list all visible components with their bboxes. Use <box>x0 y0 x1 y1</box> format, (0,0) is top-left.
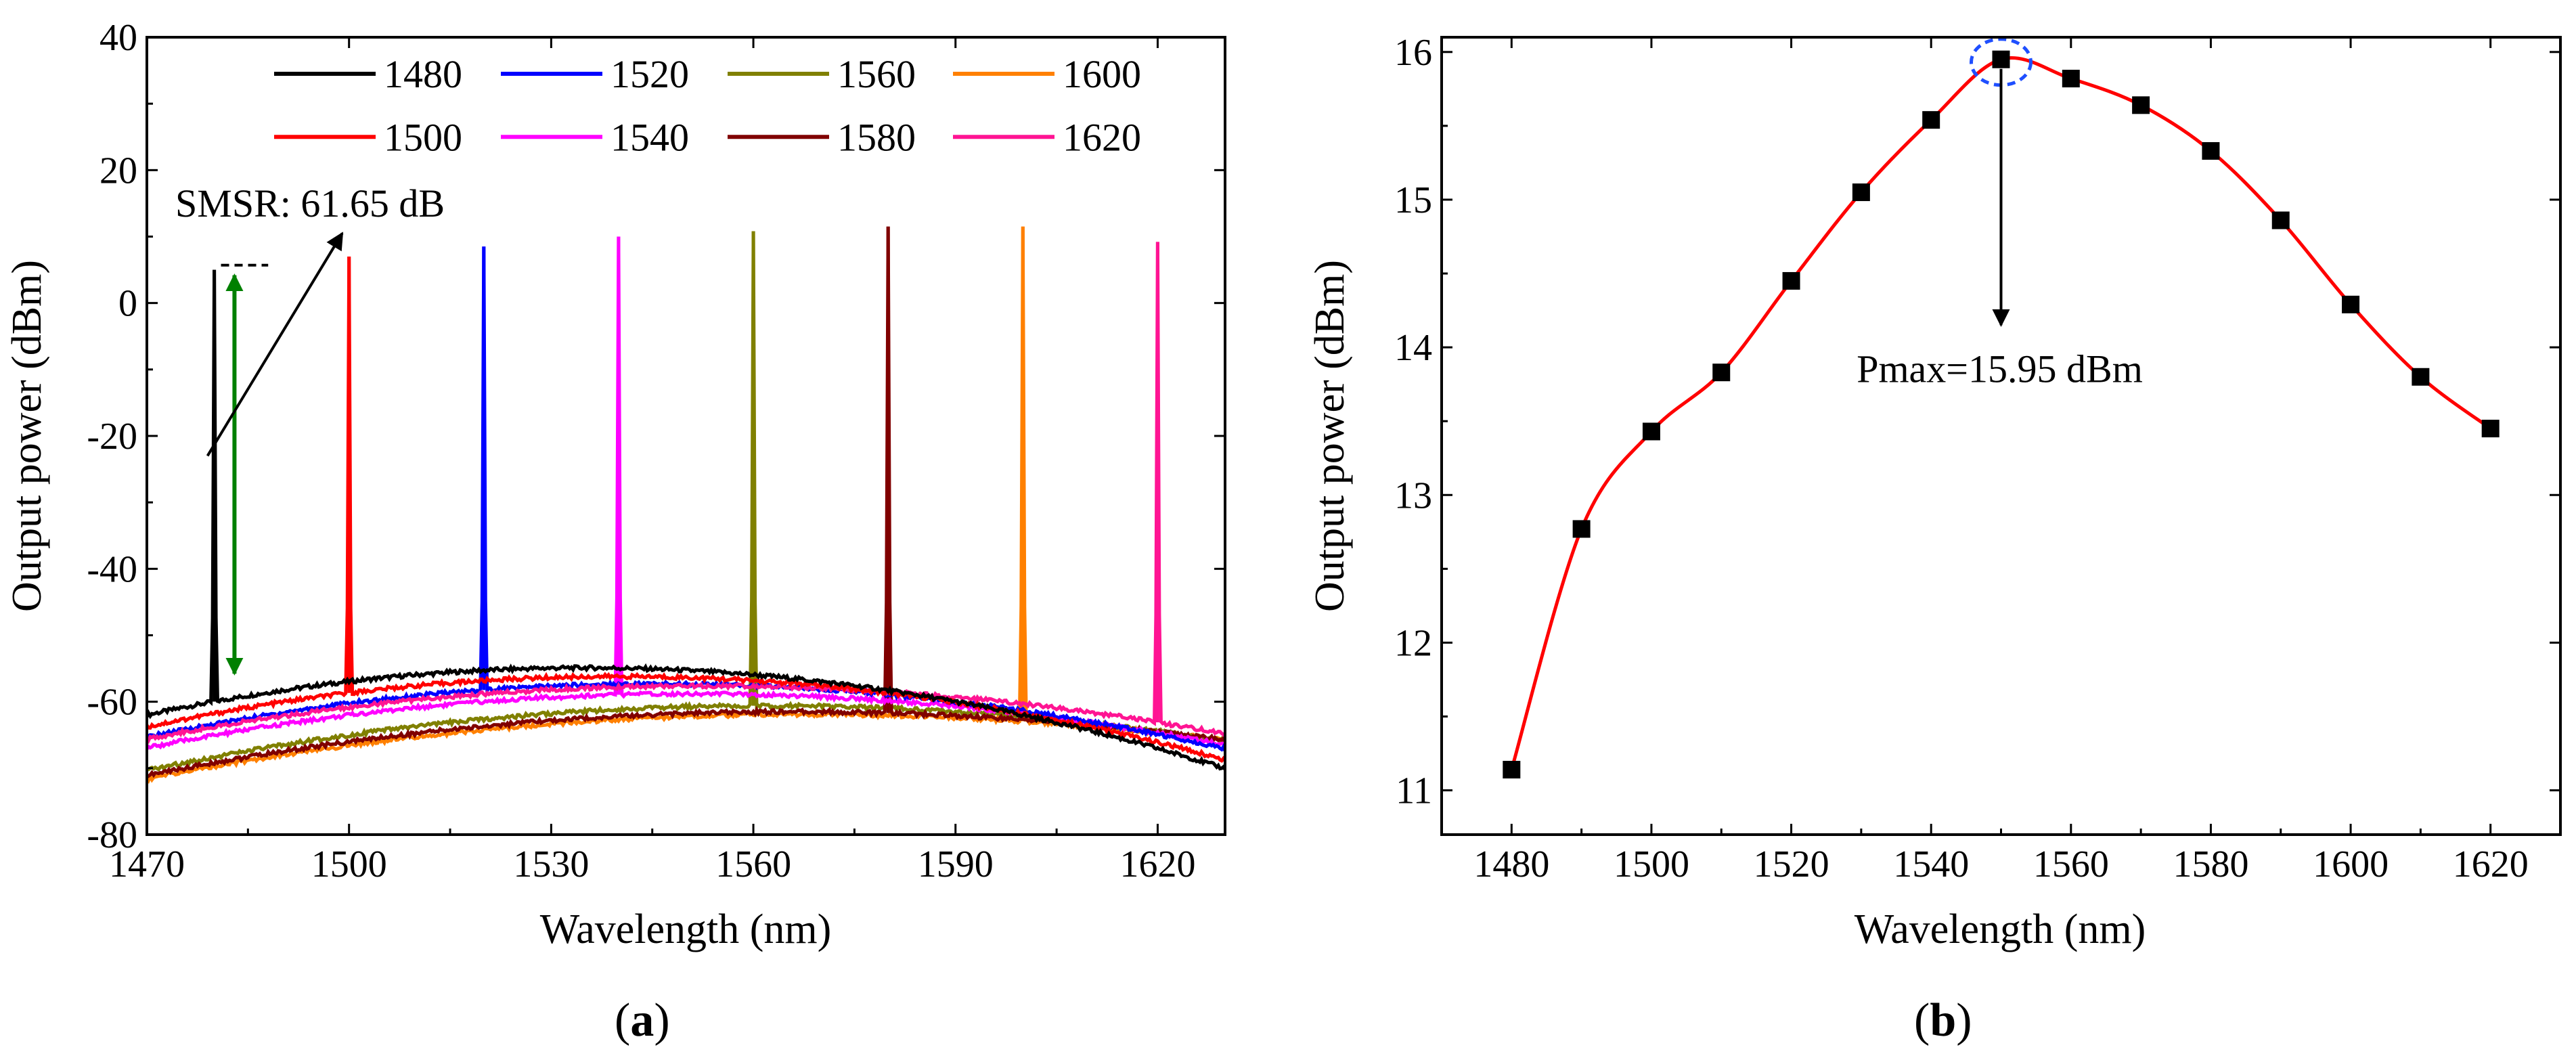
chart-a-annotations: SMSR: 61.65 dB <box>175 181 445 676</box>
chart-b-x-tick-label: 1580 <box>2173 843 2248 885</box>
chart-a-legend-label-1560: 1560 <box>837 52 916 96</box>
chart-b: Pmax=15.95 dBm 1480 1500 1520 1540 1560 1580 1… <box>1307 32 2562 1046</box>
chart-b-point-1520 <box>1782 271 1800 290</box>
chart-a-panel-label: (a) <box>615 994 670 1046</box>
chart-a-legend-label-1520: 1520 <box>610 52 689 96</box>
chart-a-y-tick-label: -40 <box>87 548 137 590</box>
chart-a-x-tick-label: 1620 <box>1119 843 1195 885</box>
chart-b-point-1560 <box>2062 70 2080 88</box>
chart-b-point-1620 <box>2481 420 2500 438</box>
chart-b-x-tick-label: 1620 <box>2453 843 2529 885</box>
chart-b-point-1610 <box>2412 368 2430 386</box>
chart-b-series-group <box>1503 50 2500 779</box>
chart-a-ticks: 1470 1500 1530 1560 1590 1620 -80 -60 -40 -20 0 20 4… <box>87 17 1225 885</box>
chart-a-series-1480 <box>147 269 1225 771</box>
chart-a-series-1620 <box>147 242 1225 745</box>
chart-b-x-tick-label: 1560 <box>2033 843 2109 885</box>
chart-a-series-1500 <box>147 256 1225 763</box>
chart-a-y-axis-label: Output power (dBm) <box>4 260 50 612</box>
chart-b-annotations: Pmax=15.95 dBm <box>1857 37 2143 391</box>
chart-b-point-1570 <box>2132 96 2150 114</box>
chart-b-series-line <box>1509 56 2492 770</box>
chart-a-smsr-pointer-arrow <box>206 232 344 457</box>
chart-b-point-1530 <box>1852 183 1870 202</box>
chart-a-y-tick-label: -80 <box>87 814 137 856</box>
chart-b-y-tick-label: 15 <box>1394 179 1432 221</box>
chart-a-series-1540 <box>147 236 1225 750</box>
chart-a-legend-label-1540: 1540 <box>610 115 689 159</box>
chart-a-x-tick-label: 1530 <box>513 843 589 885</box>
chart-b-point-1600 <box>2342 295 2360 313</box>
chart-b-point-1510 <box>1712 363 1731 382</box>
chart-b-x-tick-label: 1520 <box>1754 843 1829 885</box>
chart-b-point-1480 <box>1503 761 1521 779</box>
chart-a-legend-label-1500: 1500 <box>384 115 462 159</box>
chart-b-panel-label: (b) <box>1914 994 1972 1046</box>
chart-a-legend-label-1580: 1580 <box>837 115 916 159</box>
chart-b-ticks: 1480 1500 1520 1540 1560 1580 1600 1620 11 12 13 14… <box>1394 32 2562 885</box>
chart-a-y-tick-label: 40 <box>99 17 137 59</box>
chart-b-y-tick-label: 11 <box>1396 770 1432 812</box>
chart-b-x-tick-label: 1500 <box>1614 843 1689 885</box>
chart-a-y-tick-label: 20 <box>99 150 137 192</box>
chart-b-x-tick-label: 1600 <box>2313 843 2389 885</box>
chart-b-x-tick-label: 1480 <box>1473 843 1549 885</box>
chart-b-y-tick-label: 12 <box>1394 622 1432 664</box>
chart-b-y-tick-label: 13 <box>1394 475 1432 516</box>
chart-a-x-tick-label: 1500 <box>311 843 387 885</box>
chart-a-legend-label-1600: 1600 <box>1063 52 1141 96</box>
chart-b-point-1540 <box>1922 111 1940 129</box>
chart-b-point-1590 <box>2271 211 2290 229</box>
chart-a-y-tick-label: 0 <box>118 283 137 325</box>
chart-a-legend-label-1480: 1480 <box>384 52 462 96</box>
chart-b-panel-letter: b <box>1930 994 1956 1046</box>
chart-b-point-1500 <box>1642 422 1660 441</box>
chart-a-smsr-label: SMSR: 61.65 dB <box>175 181 445 225</box>
chart-b-y-tick-label: 16 <box>1394 32 1432 74</box>
chart-a-x-tick-label: 1470 <box>109 843 185 885</box>
chart-a-legend: 1480 1520 1560 1600 1500 1540 1580 1620 <box>274 52 1141 159</box>
chart-a-series-1560 <box>147 231 1225 772</box>
chart-a-x-axis-label: Wavelength (nm) <box>540 906 832 952</box>
chart-a-x-tick-label: 1560 <box>715 843 791 885</box>
chart-b-point-1490 <box>1572 520 1591 538</box>
chart-a-y-tick-label: -60 <box>87 682 137 724</box>
chart-a-y-tick-label: -20 <box>87 416 137 458</box>
chart-b-pmax-label: Pmax=15.95 dBm <box>1857 347 2143 391</box>
chart-b-x-tick-label: 1540 <box>1893 843 1969 885</box>
chart-b-point-1550 <box>1992 50 2010 68</box>
chart-b-point-1580 <box>2202 141 2220 160</box>
chart-b-x-axis-label: Wavelength (nm) <box>1855 906 2146 952</box>
chart-a: SMSR: 61.65 dB 1470 1500 1530 1560 1590 1620 -… <box>4 17 1226 1046</box>
chart-a-legend-label-1620: 1620 <box>1063 115 1141 159</box>
chart-b-y-tick-label: 14 <box>1394 327 1432 369</box>
chart-a-series-group <box>147 226 1225 785</box>
chart-a-panel-letter: a <box>630 994 654 1046</box>
chart-a-series-1520 <box>147 246 1225 752</box>
chart-a-x-tick-label: 1590 <box>918 843 994 885</box>
chart-b-y-axis-label: Output power (dBm) <box>1307 260 1353 612</box>
